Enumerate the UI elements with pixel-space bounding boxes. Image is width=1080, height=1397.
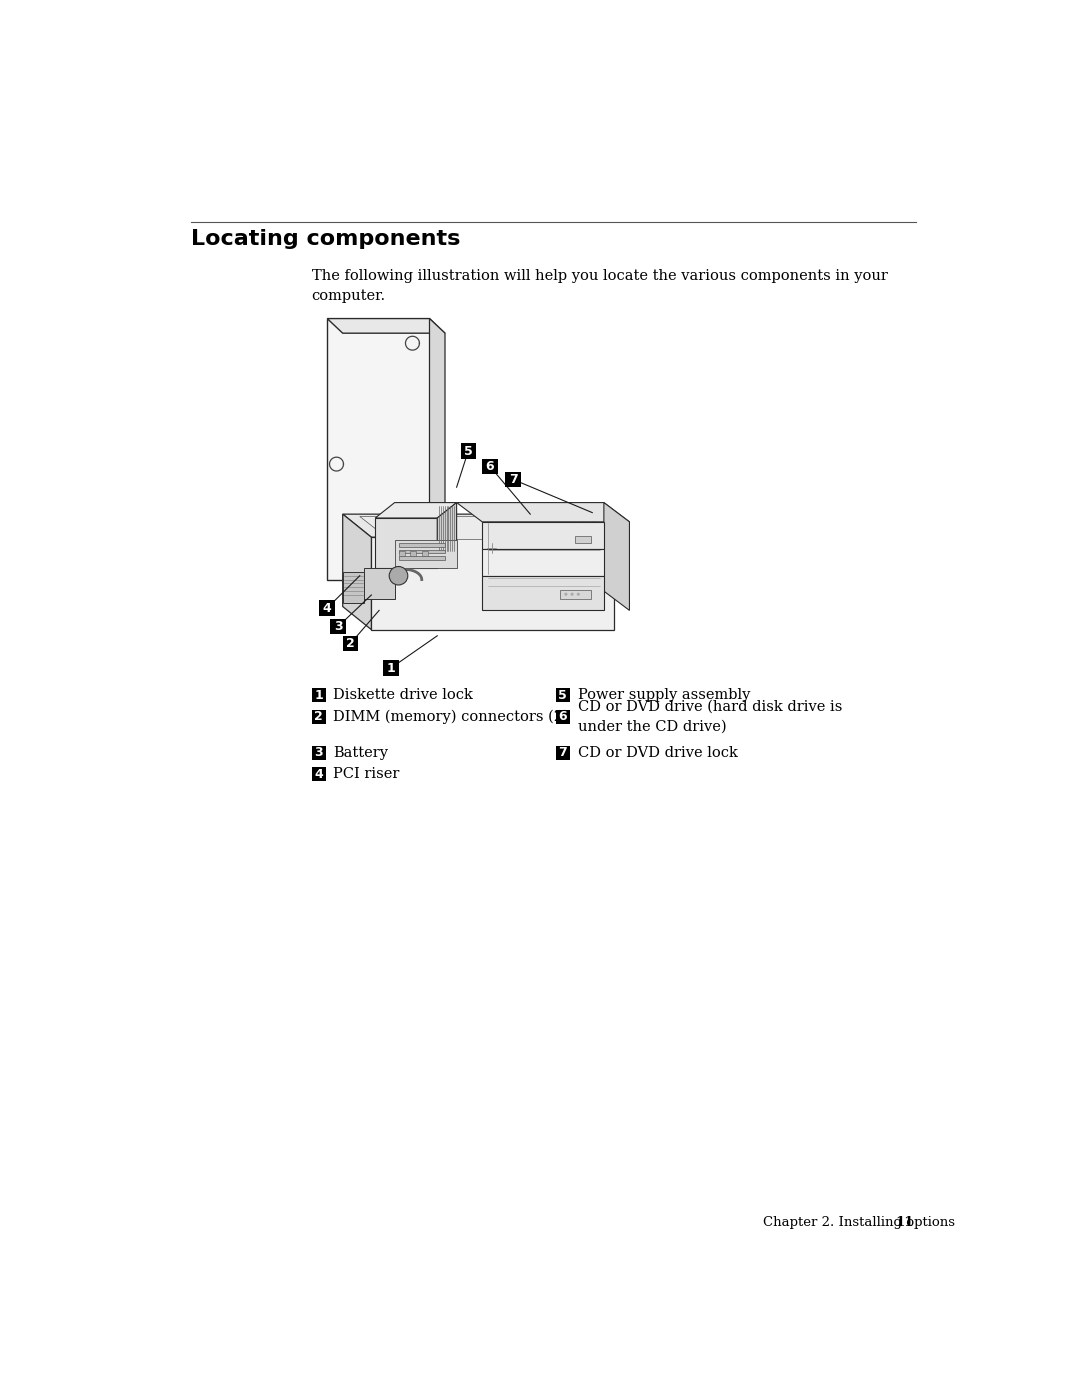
Text: 11: 11	[895, 1215, 914, 1229]
Bar	[505, 472, 521, 488]
Polygon shape	[372, 538, 613, 630]
Text: 2: 2	[346, 637, 355, 650]
Text: 7: 7	[558, 746, 567, 760]
Polygon shape	[375, 518, 437, 569]
Text: 3: 3	[314, 746, 323, 760]
Bar	[556, 689, 570, 703]
Polygon shape	[342, 514, 372, 630]
Text: CD or DVD drive lock: CD or DVD drive lock	[578, 746, 738, 760]
Text: 2: 2	[314, 710, 323, 724]
Polygon shape	[364, 569, 394, 599]
Bar	[312, 689, 326, 703]
Bar	[312, 746, 326, 760]
Polygon shape	[327, 319, 430, 580]
Bar	[312, 710, 326, 724]
Text: Battery: Battery	[334, 746, 389, 760]
Polygon shape	[437, 503, 457, 569]
Text: Locating components: Locating components	[191, 229, 460, 249]
Bar	[399, 543, 445, 548]
Bar	[399, 550, 405, 556]
Bar	[482, 458, 498, 474]
Bar	[410, 550, 416, 556]
Polygon shape	[430, 319, 445, 594]
Text: Power supply assembly: Power supply assembly	[578, 689, 750, 703]
Circle shape	[389, 567, 408, 585]
Polygon shape	[604, 503, 630, 610]
Bar	[460, 443, 476, 458]
Bar	[320, 601, 335, 616]
Text: Chapter 2. Installing options: Chapter 2. Installing options	[762, 1215, 955, 1229]
Text: 6: 6	[486, 460, 495, 474]
Text: 4: 4	[323, 602, 332, 615]
Polygon shape	[342, 571, 364, 602]
Text: 5: 5	[558, 689, 567, 701]
Text: 1: 1	[314, 689, 323, 701]
Text: 4: 4	[314, 768, 323, 781]
Bar	[556, 710, 570, 724]
Text: 3: 3	[334, 620, 342, 633]
Text: 7: 7	[509, 474, 517, 486]
Polygon shape	[457, 503, 630, 522]
Circle shape	[570, 592, 573, 595]
Bar	[312, 767, 326, 781]
Text: Diskette drive lock: Diskette drive lock	[334, 689, 473, 703]
Text: PCI riser: PCI riser	[334, 767, 400, 781]
Polygon shape	[327, 319, 445, 334]
Bar	[399, 549, 445, 553]
Text: 5: 5	[464, 444, 473, 457]
Text: 1: 1	[387, 662, 395, 675]
Text: 6: 6	[558, 710, 567, 724]
Bar	[330, 619, 346, 634]
Text: The following illustration will help you locate the various components in your
c: The following illustration will help you…	[312, 270, 888, 303]
Polygon shape	[360, 517, 606, 539]
Bar	[559, 590, 591, 599]
Text: CD or DVD drive (hard disk drive is
under the CD drive): CD or DVD drive (hard disk drive is unde…	[578, 700, 842, 733]
Bar	[342, 636, 359, 651]
Circle shape	[565, 592, 567, 595]
Bar	[399, 556, 445, 560]
Circle shape	[577, 592, 580, 595]
Bar	[576, 536, 591, 542]
Bar	[422, 550, 428, 556]
Polygon shape	[482, 549, 604, 576]
Polygon shape	[375, 503, 457, 518]
Polygon shape	[482, 522, 604, 549]
Bar	[556, 746, 570, 760]
Text: DIMM (memory) connectors (2): DIMM (memory) connectors (2)	[334, 710, 569, 724]
Polygon shape	[482, 576, 604, 610]
Bar	[383, 661, 399, 676]
Polygon shape	[342, 514, 613, 538]
Polygon shape	[394, 539, 457, 569]
